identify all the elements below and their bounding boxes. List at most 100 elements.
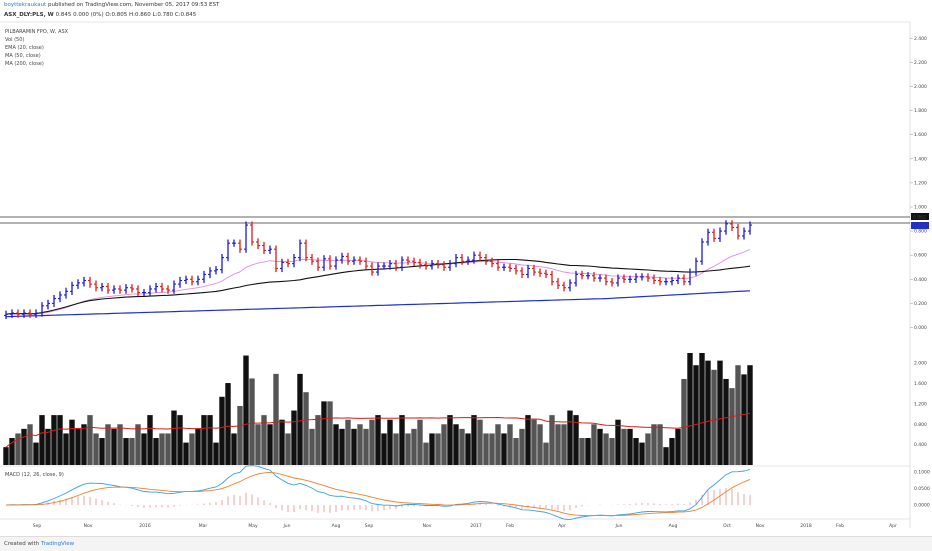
ma200-line [5, 290, 751, 318]
volume-bar [339, 428, 345, 465]
volume-bar [663, 447, 669, 465]
indicator-legend: PILBARAMIN FPO, W, ASX Vol (50) EMA (20,… [5, 29, 69, 478]
price-tick-label: 0.600 [914, 253, 927, 259]
volume-bar [273, 373, 279, 465]
volume-bar [219, 396, 225, 465]
publish-info: published on TradingView.com, November 0… [47, 2, 220, 8]
volume-bar [207, 415, 213, 465]
candles [4, 220, 752, 320]
price-tick-label: 1.600 [914, 132, 927, 138]
time-tick-label: Apr [889, 523, 897, 529]
volume-bar [495, 424, 501, 465]
volume-bar [657, 424, 663, 465]
volume-bar [171, 410, 177, 465]
volume-bar [519, 428, 525, 465]
legend-vol: Vol (50) [5, 37, 24, 43]
volume-bar [705, 360, 711, 465]
volume-bars [3, 353, 753, 465]
volume-tick-label: 0.800 [914, 422, 927, 428]
chart-header: boyttekraukaut published on TradingView.… [0, 0, 932, 22]
volume-bar [369, 419, 375, 465]
time-tick-label: Mar [199, 523, 208, 529]
volume-bar [405, 433, 411, 465]
ohlc-readout: 0.845 0.000 (0%) O:0.805 H:0.860 L:0.780… [55, 12, 197, 18]
volume-bar [489, 433, 495, 465]
volume-bar [615, 419, 621, 465]
volume-bar [609, 438, 615, 465]
time-tick-label: Jun [614, 523, 622, 529]
volume-bar [195, 428, 201, 465]
time-tick-label: Feb [506, 523, 514, 529]
volume-bar [201, 415, 207, 465]
volume-bar [681, 378, 687, 465]
indicator-lines [5, 249, 751, 318]
volume-bar [429, 433, 435, 465]
footer-bar: Created with TradingView [0, 536, 932, 551]
price-tick-label: 2.000 [914, 84, 927, 90]
volume-bar [75, 428, 81, 465]
volume-bar [165, 433, 171, 465]
volume-bar [411, 428, 417, 465]
volume-bar [123, 438, 129, 465]
macd-tick-label: 0.0000 [914, 503, 930, 509]
volume-bar [627, 428, 633, 465]
volume-bar [153, 438, 159, 465]
price-tick-label: 0.000 [914, 325, 927, 331]
volume-bar [357, 424, 363, 465]
volume-bar [567, 410, 573, 465]
volume-bar [525, 415, 531, 465]
time-tick-label: Sep [33, 523, 42, 529]
time-tick-label: 2018 [800, 523, 812, 529]
volume-bar [231, 433, 237, 465]
volume-bar [81, 424, 87, 465]
volume-bar [549, 415, 555, 465]
time-tick-label: Sep [365, 523, 374, 529]
volume-tick-label: 1.600 [914, 381, 927, 387]
volume-bar [51, 415, 57, 465]
price-tick-label: 2.400 [914, 36, 927, 42]
volume-bar [9, 438, 15, 465]
volume-bar [561, 424, 567, 465]
tradingview-logo[interactable]: TradingView [40, 541, 75, 547]
volume-bar [651, 424, 657, 465]
volume-bar [513, 438, 519, 465]
price-tick-label: 0.400 [914, 277, 927, 283]
volume-bar [327, 401, 333, 465]
volume-bar [435, 433, 441, 465]
volume-bar [297, 373, 303, 465]
author-link[interactable]: boyttekraukaut [4, 2, 47, 8]
volume-bar [45, 428, 51, 465]
volume-bar [375, 415, 381, 465]
volume-bar [507, 424, 513, 465]
time-tick-label: Aug [669, 523, 678, 529]
volume-bar [285, 433, 291, 465]
macd-tick-label: 0.1000 [914, 470, 930, 476]
macd-legend: MACD (12, 26, close, 9) [5, 472, 64, 478]
volume-bar [111, 428, 117, 465]
volume-bar [699, 353, 705, 465]
volume-bar [147, 415, 153, 465]
volume-bar [3, 447, 9, 465]
volume-bar [675, 428, 681, 465]
volume-bar [315, 415, 321, 465]
time-tick-label: Apr [558, 523, 566, 529]
volume-bar [459, 428, 465, 465]
price-label-badge [911, 222, 929, 229]
volume-bar [63, 433, 69, 465]
volume-bar [105, 424, 111, 465]
volume-bar [183, 442, 189, 465]
price-chart[interactable]: PILBARAMIN FPO, W, ASX Vol (50) EMA (20,… [0, 0, 932, 536]
volume-bar [387, 419, 393, 465]
volume-bar [381, 433, 387, 465]
volume-bar [537, 424, 543, 465]
legend-ema: EMA (20, close) [5, 45, 44, 51]
price-label-badge [911, 213, 929, 220]
volume-bar [87, 415, 93, 465]
volume-bar [633, 438, 639, 465]
time-tick-label: 2016 [139, 523, 151, 529]
volume-bar [261, 415, 267, 465]
volume-bar [531, 419, 537, 465]
volume-bar [483, 433, 489, 465]
volume-bar [117, 424, 123, 465]
volume-bar [33, 442, 39, 465]
